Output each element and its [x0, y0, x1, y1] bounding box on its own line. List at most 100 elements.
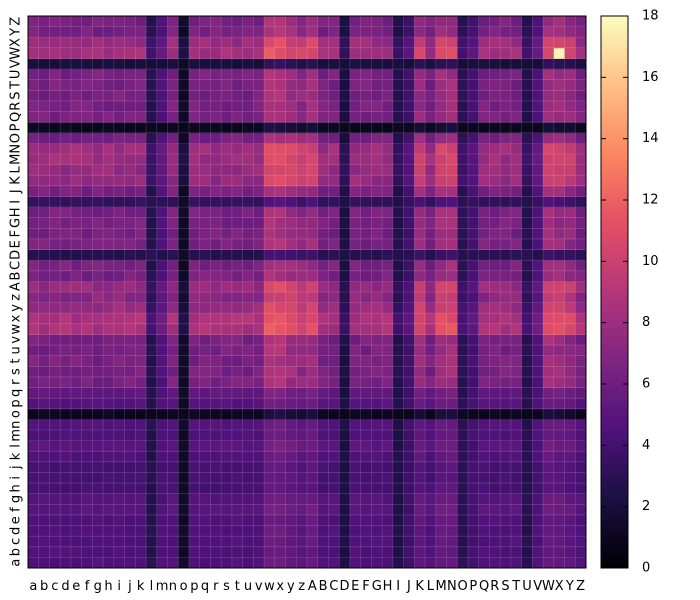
heatmap-cell: [264, 493, 276, 505]
heatmap-cell: [242, 323, 254, 335]
heatmap-cell: [425, 440, 437, 452]
heatmap-cell: [553, 143, 565, 155]
heatmap-cell: [425, 79, 437, 91]
heatmap-cell: [38, 111, 50, 123]
heatmap-cell: [188, 302, 201, 314]
heatmap-cell: [81, 249, 93, 261]
heatmap-cell: [167, 143, 179, 155]
heatmap-cell: [478, 16, 490, 28]
heatmap-cell: [414, 100, 426, 112]
heatmap-cell: [371, 79, 383, 91]
heatmap-cell: [414, 143, 426, 155]
heatmap-cell: [60, 504, 72, 516]
heatmap-cell: [478, 313, 490, 325]
heatmap-cell: [28, 260, 40, 272]
heatmap-cell: [360, 493, 372, 505]
heatmap-cell: [285, 504, 297, 516]
heatmap-cell: [38, 504, 50, 516]
heatmap-cell: [156, 175, 168, 187]
heatmap-cell: [543, 387, 555, 399]
heatmap-cell: [92, 514, 104, 526]
heatmap-cell: [403, 270, 415, 282]
heatmap-cell: [446, 313, 458, 325]
heatmap-cell: [60, 260, 72, 272]
heatmap-cell: [564, 440, 576, 452]
heatmap-cell: [317, 90, 329, 102]
heatmap-cell: [210, 228, 222, 240]
heatmap-cell: [500, 493, 512, 505]
heatmap-cell: [553, 440, 565, 452]
heatmap-cell: [435, 26, 447, 38]
heatmap-cell: [124, 175, 136, 187]
heatmap-cell: [242, 196, 254, 208]
heatmap-cell: [242, 132, 254, 144]
heatmap-cell: [81, 111, 93, 123]
heatmap-cell: [253, 525, 265, 537]
heatmap-cell: [500, 451, 512, 463]
heatmap-cell: [467, 366, 480, 378]
heatmap-cell: [392, 376, 404, 388]
heatmap-cell: [510, 217, 523, 229]
heatmap-cell: [70, 525, 83, 537]
heatmap-cell: [532, 154, 544, 166]
heatmap-cell: [328, 366, 340, 378]
heatmap-cell: [403, 228, 415, 240]
heatmap-cell: [156, 557, 168, 569]
heatmap-cell: [425, 430, 437, 442]
heatmap-cell: [135, 228, 147, 240]
heatmap-cell: [543, 408, 555, 420]
heatmap-cell: [382, 408, 394, 420]
heatmap-cell: [500, 546, 512, 558]
heatmap-cell: [543, 207, 555, 219]
heatmap-cell: [188, 26, 201, 38]
heatmap-cell: [38, 355, 50, 367]
heatmap-cell: [371, 461, 383, 473]
heatmap-cell: [156, 313, 168, 325]
heatmap-cell: [70, 207, 83, 219]
heatmap-cell: [210, 185, 222, 197]
colorbar-tick-label: 10: [642, 254, 659, 269]
heatmap-cell: [575, 292, 587, 304]
heatmap-cell: [92, 79, 104, 91]
heatmap-cell: [135, 281, 147, 293]
heatmap-cell: [253, 164, 265, 176]
heatmap-cell: [242, 525, 254, 537]
heatmap-cell: [382, 461, 394, 473]
y-tick-label: l: [9, 444, 24, 448]
heatmap-cell: [457, 387, 469, 399]
heatmap-cell: [231, 217, 244, 229]
heatmap-cell: [178, 355, 190, 367]
heatmap-cell: [553, 408, 565, 420]
heatmap-cell: [360, 58, 372, 70]
heatmap-cell: [242, 345, 254, 357]
heatmap-cell: [231, 122, 244, 134]
heatmap-cell: [135, 122, 147, 134]
heatmap-cell: [210, 16, 222, 28]
y-tick-label: M: [9, 154, 24, 165]
heatmap-cell: [349, 313, 362, 325]
heatmap-cell: [28, 270, 40, 282]
heatmap-cell: [349, 79, 362, 91]
heatmap-cell: [92, 408, 104, 420]
heatmap-cell: [285, 451, 297, 463]
heatmap-cell: [564, 249, 576, 261]
heatmap-cell: [38, 366, 50, 378]
heatmap-cell: [543, 355, 555, 367]
heatmap-cell: [285, 270, 297, 282]
heatmap-cell: [210, 58, 222, 70]
heatmap-cell: [221, 483, 233, 495]
heatmap-cell: [28, 122, 40, 134]
heatmap-cell: [307, 58, 319, 70]
heatmap-cell: [92, 58, 104, 70]
heatmap-cell: [467, 185, 480, 197]
heatmap-cell: [221, 238, 233, 250]
heatmap-cell: [231, 536, 244, 548]
heatmap-cell: [532, 79, 544, 91]
heatmap-cell: [264, 270, 276, 282]
heatmap-cell: [28, 238, 40, 250]
heatmap-cell: [167, 207, 179, 219]
heatmap-cell: [156, 238, 168, 250]
x-tick-label: w: [264, 579, 275, 594]
heatmap-cell: [49, 313, 61, 325]
heatmap-cell: [307, 207, 319, 219]
